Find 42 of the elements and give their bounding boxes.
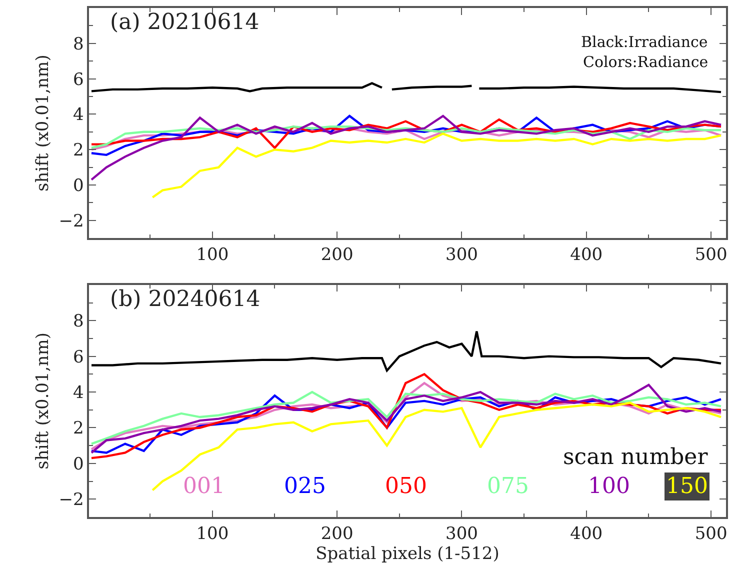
y-tick-label: 4 [73,382,84,403]
text: 025 [284,474,326,499]
y-tick-label: 4 [73,105,84,126]
line-series [90,330,722,372]
y-tick-label: 6 [73,70,84,90]
text: 050 [385,474,427,499]
x-tick-label: 200 [320,524,354,544]
y-tick-label: 0 [73,176,84,196]
x-tick-label: 400 [570,245,603,266]
y-tick-label: 6 [73,347,84,368]
legend-title: scan number [563,445,708,470]
text: 150 [666,474,708,499]
text: 100 [588,474,630,499]
annotation: Colors:Radiance [583,53,708,71]
y-axis-title: shift (x0.01,nm) [32,332,53,470]
x-tick-label: 500 [694,524,728,544]
x-tick-label: 300 [446,245,478,266]
y-tick-label: 0 [73,454,84,474]
x-tick-label: 100 [196,524,229,544]
x-tick-label: 100 [196,245,229,266]
y-tick-label: 8 [73,34,84,54]
line-series [90,390,722,445]
text: 075 [487,474,529,499]
line-series [90,118,722,149]
y-tick-label: −2 [58,211,84,232]
chart-title: (b) 20240614 [110,287,260,312]
x-tick-label: 300 [446,524,478,544]
x-tick-label: 400 [570,524,603,544]
y-tick-label: 8 [73,312,84,332]
y-tick-label: 2 [73,140,84,161]
chart-title: (a) 20210614 [110,10,260,35]
line-series [90,114,722,181]
y-tick-label: 2 [73,418,84,439]
y-tick-label: −2 [58,490,84,510]
y-axis-title: shift (x0.01,nm) [32,54,53,192]
text: 001 [183,474,225,499]
line-series [151,132,722,198]
x-tick-label: 200 [320,245,354,266]
line-series [151,402,722,492]
annotation: Black:Irradiance [581,33,708,51]
x-axis-title: Spatial pixels (1-512) [316,544,500,564]
x-tick-label: 500 [694,245,728,266]
